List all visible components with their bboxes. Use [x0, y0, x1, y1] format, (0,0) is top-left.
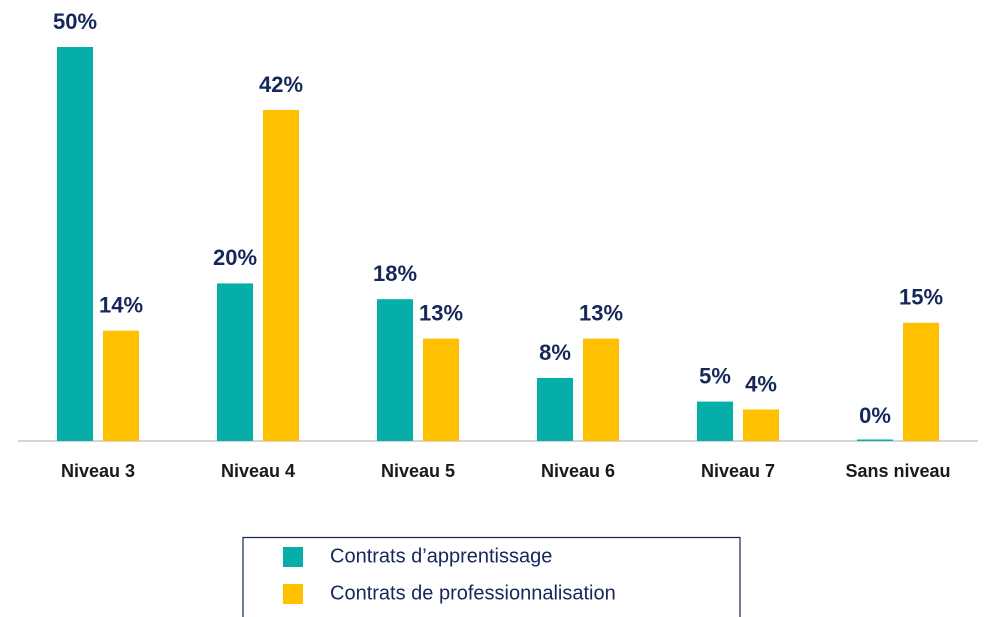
- value-label: 42%: [259, 72, 303, 97]
- bar: [903, 322, 939, 441]
- x-tick-label: Niveau 7: [701, 461, 775, 481]
- x-tick-label: Niveau 5: [381, 461, 455, 481]
- value-label: 15%: [899, 285, 943, 310]
- value-label: 0%: [859, 403, 891, 428]
- value-label: 14%: [99, 292, 143, 317]
- x-tick-label: Niveau 6: [541, 461, 615, 481]
- bar: [743, 409, 779, 441]
- legend-label: Contrats d’apprentissage: [330, 545, 552, 567]
- bar: [857, 439, 893, 441]
- bar: [697, 401, 733, 441]
- legend-box: [242, 536, 741, 617]
- legend-swatch: [283, 547, 303, 567]
- bar: [537, 377, 573, 441]
- value-label: 4%: [745, 371, 777, 396]
- legend-label: Contrats de professionnalisation: [330, 582, 616, 604]
- value-label: 5%: [699, 363, 731, 388]
- value-label: 13%: [579, 300, 623, 325]
- bar: [583, 338, 619, 441]
- bar: [377, 299, 413, 441]
- value-label: 20%: [213, 245, 257, 270]
- value-label: 50%: [53, 9, 97, 34]
- bar: [103, 330, 139, 441]
- bar: [57, 47, 93, 441]
- bar: [263, 110, 299, 441]
- x-tick-label: Niveau 3: [61, 461, 135, 481]
- legend-swatch: [283, 584, 303, 604]
- x-tick-label: Sans niveau: [845, 461, 950, 481]
- bar: [423, 338, 459, 441]
- bar: [217, 283, 253, 441]
- value-label: 18%: [373, 261, 417, 286]
- x-tick-label: Niveau 4: [221, 461, 295, 481]
- value-label: 8%: [539, 340, 571, 365]
- value-label: 13%: [419, 300, 463, 325]
